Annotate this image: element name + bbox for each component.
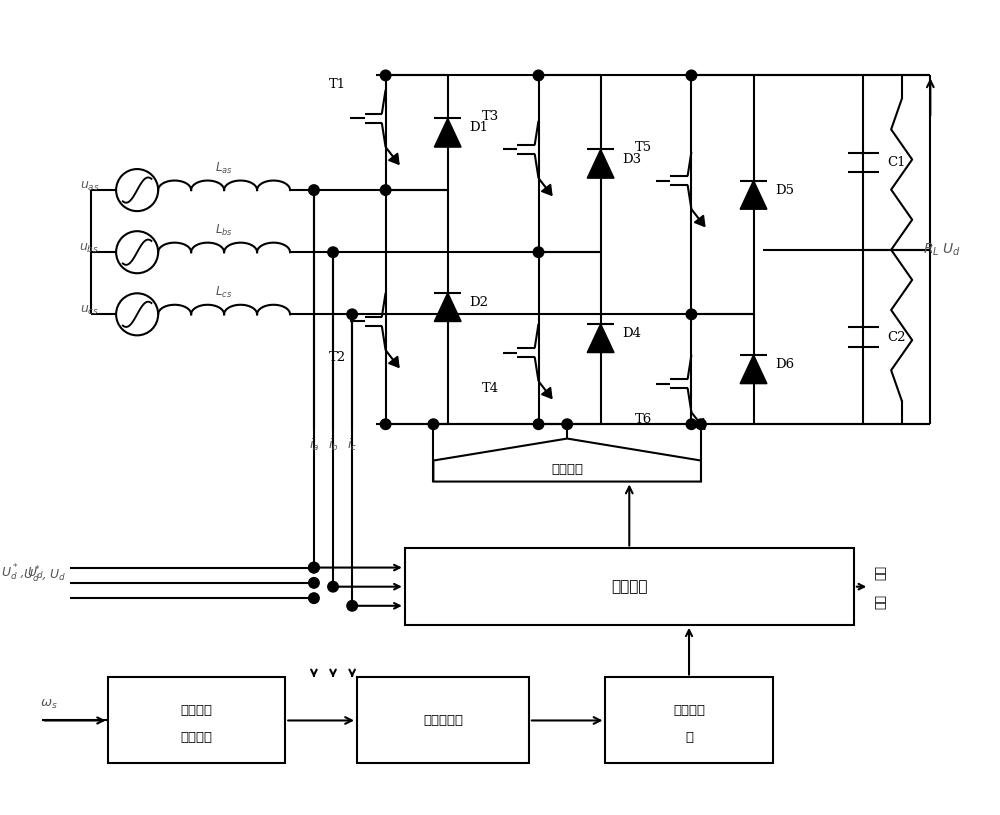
Text: T2: T2 — [329, 351, 346, 364]
Text: D2: D2 — [470, 296, 489, 309]
Polygon shape — [389, 356, 399, 368]
Circle shape — [309, 185, 319, 196]
Bar — [357, 677, 529, 764]
Text: $L_{cs}$: $L_{cs}$ — [215, 284, 233, 300]
Circle shape — [309, 578, 319, 588]
Text: 取: 取 — [685, 731, 693, 744]
Circle shape — [309, 562, 319, 573]
Text: 特征量提: 特征量提 — [673, 703, 705, 716]
Text: $u_{cs}$: $u_{cs}$ — [80, 304, 99, 317]
Text: 驱动信号: 驱动信号 — [551, 463, 583, 476]
Circle shape — [533, 419, 544, 430]
Circle shape — [328, 581, 338, 592]
Circle shape — [428, 419, 439, 430]
Polygon shape — [587, 324, 614, 353]
Circle shape — [533, 70, 544, 81]
Circle shape — [533, 247, 544, 258]
Circle shape — [328, 247, 338, 258]
Bar — [405, 548, 854, 625]
Text: C1: C1 — [887, 156, 906, 169]
Circle shape — [686, 70, 697, 81]
Circle shape — [380, 419, 391, 430]
Text: $U_d^*$, $U_d$: $U_d^*$, $U_d$ — [23, 565, 65, 585]
Polygon shape — [541, 387, 552, 399]
Text: 故障: 故障 — [874, 565, 887, 579]
Circle shape — [380, 70, 391, 81]
Text: T1: T1 — [329, 78, 346, 91]
Text: 控制模块: 控制模块 — [611, 579, 648, 593]
Polygon shape — [694, 215, 705, 227]
Bar — [108, 677, 285, 764]
Text: C2: C2 — [887, 331, 906, 343]
Polygon shape — [694, 418, 705, 430]
Text: $L_{bs}$: $L_{bs}$ — [215, 222, 233, 238]
Text: $i_a$: $i_a$ — [309, 437, 319, 453]
Text: D5: D5 — [776, 183, 795, 196]
Circle shape — [380, 185, 391, 196]
Circle shape — [347, 309, 357, 319]
Polygon shape — [541, 184, 552, 196]
Text: D1: D1 — [470, 121, 489, 134]
Polygon shape — [740, 181, 767, 209]
Text: D6: D6 — [776, 358, 795, 371]
Polygon shape — [389, 153, 399, 165]
Polygon shape — [434, 293, 461, 321]
Circle shape — [686, 419, 697, 430]
Text: T4: T4 — [482, 382, 499, 395]
Polygon shape — [587, 149, 614, 178]
Text: $i_c$: $i_c$ — [347, 437, 357, 453]
Circle shape — [347, 601, 357, 611]
Text: $\omega_s$: $\omega_s$ — [40, 698, 57, 711]
Text: $u_{bs}$: $u_{bs}$ — [79, 242, 99, 255]
Text: 定位: 定位 — [874, 593, 887, 609]
Text: $L_{as}$: $L_{as}$ — [215, 161, 233, 176]
Polygon shape — [433, 438, 701, 482]
Polygon shape — [740, 355, 767, 384]
Bar — [605, 677, 773, 764]
Text: $U_d^*$, $U_d$: $U_d^*$, $U_d$ — [1, 563, 43, 584]
Text: $i_b$: $i_b$ — [328, 437, 338, 453]
Text: 数据重构: 数据重构 — [181, 731, 213, 744]
Circle shape — [696, 419, 706, 430]
Text: D3: D3 — [623, 152, 642, 165]
Polygon shape — [434, 118, 461, 147]
Text: $R_L$: $R_L$ — [923, 241, 939, 258]
Circle shape — [309, 562, 319, 573]
Text: $U_d$: $U_d$ — [942, 241, 961, 258]
Text: T5: T5 — [635, 140, 652, 153]
Text: T3: T3 — [482, 109, 499, 122]
Circle shape — [562, 419, 572, 430]
Circle shape — [686, 309, 697, 319]
Text: $u_{as}$: $u_{as}$ — [80, 180, 99, 193]
Text: T6: T6 — [635, 413, 652, 426]
Circle shape — [309, 593, 319, 603]
Text: D4: D4 — [623, 327, 642, 340]
Text: 电流动态: 电流动态 — [181, 703, 213, 716]
Text: 相似性函数: 相似性函数 — [423, 714, 463, 727]
